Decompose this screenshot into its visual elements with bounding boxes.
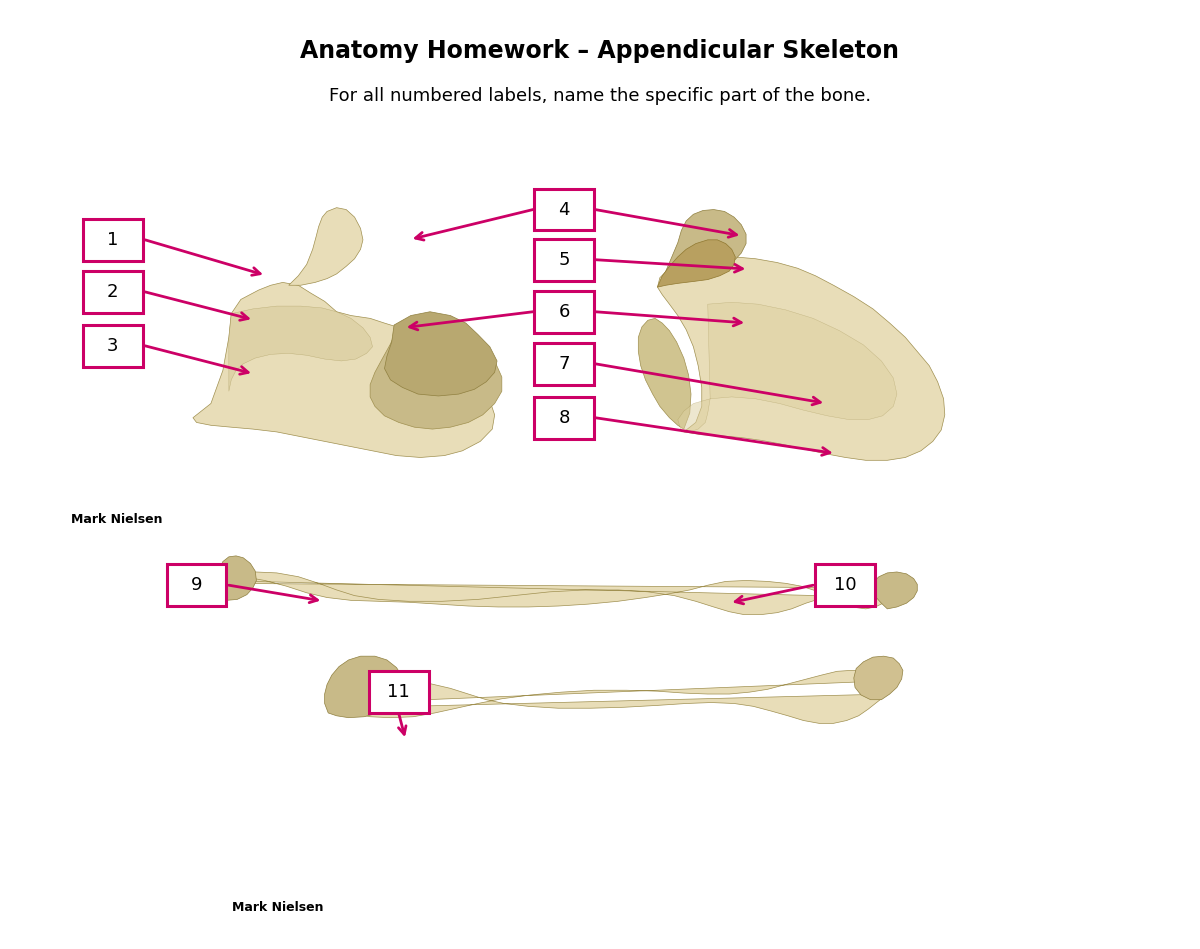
Polygon shape <box>335 670 887 723</box>
Text: 11: 11 <box>388 683 410 701</box>
Polygon shape <box>211 556 257 601</box>
Polygon shape <box>215 572 893 615</box>
FancyBboxPatch shape <box>83 271 143 313</box>
Text: 4: 4 <box>558 200 570 218</box>
FancyBboxPatch shape <box>534 239 594 281</box>
FancyBboxPatch shape <box>534 291 594 332</box>
Text: Mark Nielsen: Mark Nielsen <box>71 513 162 527</box>
Polygon shape <box>229 307 372 391</box>
Polygon shape <box>370 321 502 429</box>
Polygon shape <box>660 210 746 286</box>
FancyBboxPatch shape <box>368 671 428 713</box>
Text: 8: 8 <box>558 409 570 427</box>
FancyBboxPatch shape <box>816 565 875 606</box>
Polygon shape <box>871 572 917 609</box>
Text: 5: 5 <box>558 251 570 269</box>
Polygon shape <box>384 312 497 396</box>
FancyBboxPatch shape <box>534 189 594 231</box>
Polygon shape <box>193 283 494 457</box>
Text: For all numbered labels, name the specific part of the bone.: For all numbered labels, name the specif… <box>329 87 871 105</box>
Text: 10: 10 <box>834 576 857 594</box>
Text: Mark Nielsen: Mark Nielsen <box>233 902 324 915</box>
Polygon shape <box>325 656 403 717</box>
FancyBboxPatch shape <box>83 219 143 261</box>
FancyBboxPatch shape <box>534 343 594 384</box>
Text: 9: 9 <box>191 576 203 594</box>
Polygon shape <box>638 318 691 429</box>
Text: 2: 2 <box>107 283 119 301</box>
Polygon shape <box>658 257 944 460</box>
Text: Anatomy Homework – Appendicular Skeleton: Anatomy Homework – Appendicular Skeleton <box>300 39 900 63</box>
Polygon shape <box>678 303 896 432</box>
FancyBboxPatch shape <box>83 325 143 366</box>
Polygon shape <box>854 656 902 699</box>
Polygon shape <box>289 208 362 286</box>
Text: 6: 6 <box>558 303 570 321</box>
Text: 3: 3 <box>107 337 119 355</box>
FancyBboxPatch shape <box>167 565 227 606</box>
Polygon shape <box>658 240 736 288</box>
Text: 1: 1 <box>107 231 119 249</box>
Text: 7: 7 <box>558 355 570 373</box>
FancyBboxPatch shape <box>534 397 594 438</box>
